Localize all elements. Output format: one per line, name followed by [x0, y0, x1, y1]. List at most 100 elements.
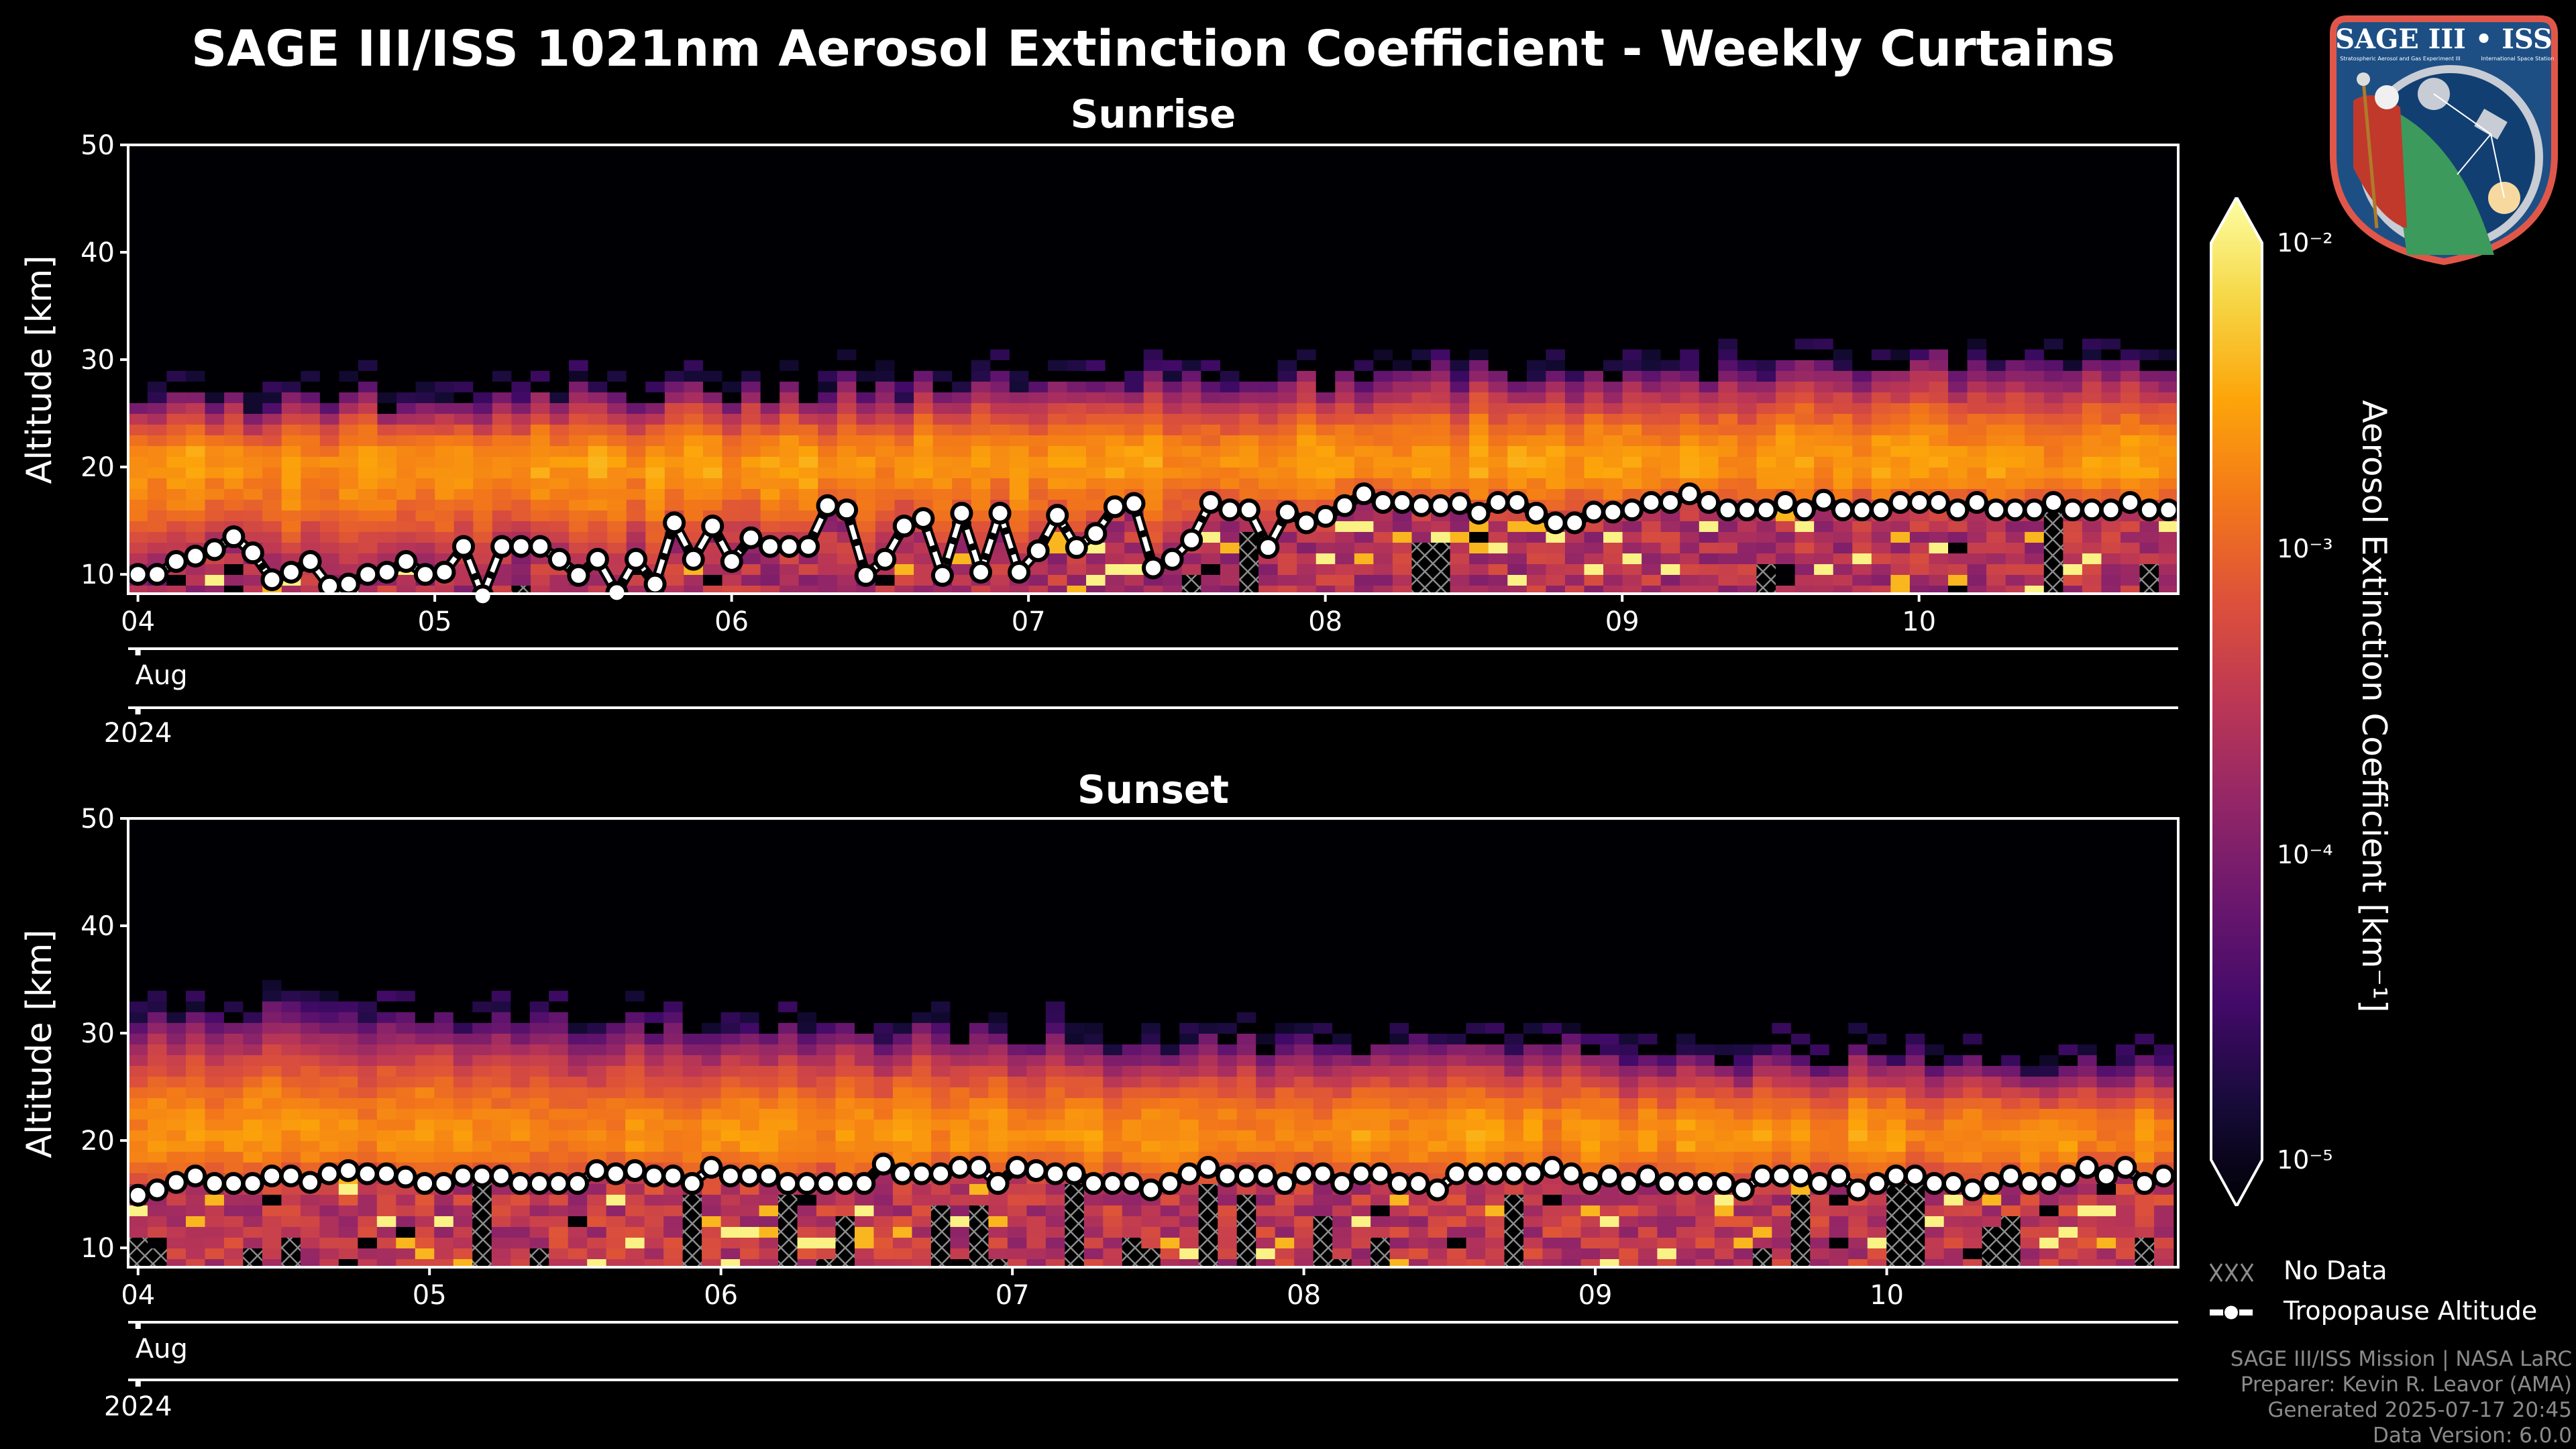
curtain-cell: [185, 1097, 206, 1109]
curtain-cell: [205, 188, 225, 199]
curtain-cell: [415, 241, 436, 253]
curtain-cell: [128, 338, 148, 350]
curtain-cell: [301, 424, 321, 435]
curtain-cell: [243, 402, 264, 414]
curtain-cell: [128, 306, 148, 317]
curtain-cell: [166, 188, 186, 199]
curtain-cell: [223, 990, 244, 1002]
curtain-cell: [492, 295, 513, 307]
curtain-cell: [128, 445, 148, 457]
curtain-cell: [569, 467, 589, 478]
curtain-cell: [377, 510, 397, 521]
curtain-cell: [358, 306, 378, 317]
curtain-cell: [339, 553, 359, 564]
curtain-cell: [492, 488, 513, 500]
curtain-cell: [377, 284, 397, 296]
curtain-cell: [301, 220, 321, 231]
curtain-cell: [396, 327, 417, 339]
curtain-cell: [128, 969, 148, 980]
curtain-cell: [148, 1226, 168, 1238]
curtain-cell: [262, 199, 282, 210]
curtain-cell: [319, 252, 340, 264]
curtain-cell: [511, 392, 531, 403]
curtain-cell: [185, 435, 206, 446]
curtain-cell: [511, 317, 531, 328]
curtain-cell: [396, 338, 417, 350]
curtain-cell: [377, 381, 397, 392]
curtain-cell: [243, 1119, 263, 1130]
curtain-cell: [262, 1194, 282, 1205]
curtain-cell: [435, 252, 455, 264]
curtain-cell: [530, 306, 551, 317]
curtain-cell: [492, 199, 513, 210]
curtain-cell: [435, 360, 455, 371]
curtain-cell: [415, 231, 436, 242]
curtain-cell: [492, 252, 513, 264]
curtain-cell: [301, 284, 321, 296]
curtain-cell: [607, 445, 627, 457]
curtain-cell: [319, 392, 340, 403]
curtain-cell: [358, 209, 378, 221]
curtain-cell: [588, 349, 608, 360]
curtain-cell: [415, 295, 436, 307]
curtain-cell: [511, 445, 531, 457]
curtain-cell: [626, 263, 647, 274]
curtain-cell: [223, 1055, 244, 1066]
curtain-cell: [511, 456, 531, 468]
curtain-cell: [396, 488, 417, 500]
curtain-cell: [301, 156, 321, 167]
curtain-cell: [205, 370, 225, 382]
curtain-cell: [301, 574, 321, 586]
curtain-cell: [262, 926, 282, 937]
curtain-cell: [588, 188, 608, 199]
curtain-cell: [281, 188, 302, 199]
curtain-cell: [205, 445, 225, 457]
curtain-cell: [185, 915, 206, 926]
curtain-cell: [223, 1226, 244, 1238]
curtain-cell: [511, 499, 531, 511]
curtain-cell: [205, 402, 225, 414]
curtain-cell: [339, 220, 359, 231]
curtain-cell: [492, 306, 513, 317]
curtain-cell: [166, 531, 186, 543]
curtain-cell: [243, 1012, 263, 1023]
curtain-cell: [128, 1108, 148, 1120]
curtain-cell: [511, 349, 531, 360]
curtain-cell: [607, 521, 627, 532]
curtain-cell: [549, 263, 570, 274]
curtain-cell: [166, 510, 186, 521]
curtain-cell: [185, 947, 206, 959]
curtain-cell: [147, 263, 168, 274]
curtain-cell: [358, 252, 378, 264]
curtain-cell: [626, 327, 647, 339]
curtain-cell: [453, 402, 474, 414]
curtain-cell: [473, 199, 493, 210]
curtain-cell: [166, 840, 186, 851]
curtain-cell: [319, 220, 340, 231]
curtain-cell: [185, 1055, 206, 1066]
curtain-cell: [262, 241, 282, 253]
curtain-cell: [262, 1237, 282, 1248]
curtain-cell: [530, 456, 551, 468]
curtain-cell: [166, 499, 186, 511]
curtain-cell: [549, 199, 570, 210]
curtain-cell: [301, 488, 321, 500]
curtain-cell: [549, 349, 570, 360]
curtain-cell: [607, 284, 627, 296]
curtain-cell: [166, 1108, 186, 1120]
curtain-cell: [358, 381, 378, 392]
curtain-cell: [243, 1140, 263, 1152]
curtain-cell: [588, 435, 608, 446]
curtain-cell: [301, 510, 321, 521]
curtain-cell: [607, 295, 627, 307]
curtain-cell: [166, 915, 186, 926]
curtain-cell: [358, 166, 378, 178]
curtain-cell: [205, 1226, 225, 1238]
curtain-cell: [569, 360, 589, 371]
curtain-cell: [223, 958, 244, 969]
curtain-cell: [511, 327, 531, 339]
curtain-cell: [473, 349, 493, 360]
curtain-cell: [473, 327, 493, 339]
curtain-cell: [377, 349, 397, 360]
curtain-cell: [607, 145, 627, 156]
